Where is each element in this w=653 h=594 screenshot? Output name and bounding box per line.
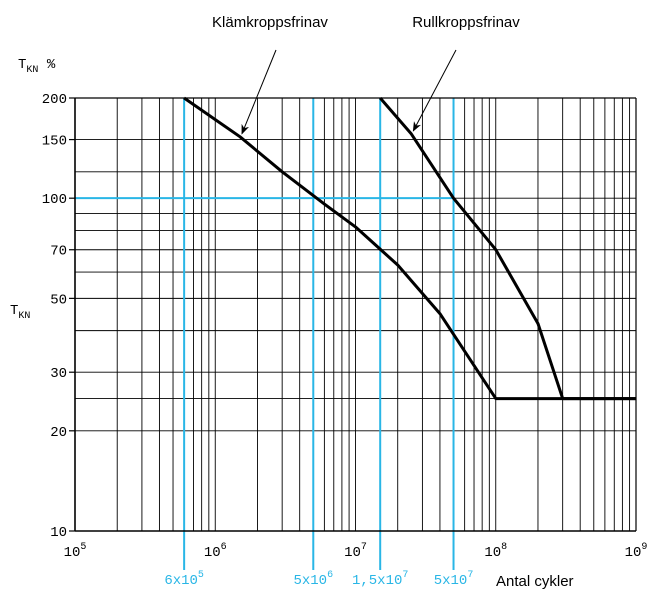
reference-label-exp: 5 xyxy=(198,570,204,581)
reference-label-base: 1,5x10 xyxy=(352,573,402,589)
reference-label-base: 5x10 xyxy=(434,573,468,589)
reference-label: 1,5x107 xyxy=(352,570,408,589)
labels: TKN % TKN Antal cykler xyxy=(10,57,574,590)
reference-label: 6x105 xyxy=(164,570,204,589)
reference-label-exp: 6 xyxy=(327,570,333,581)
series-lines xyxy=(183,96,636,401)
y-tick-label: 10 xyxy=(50,525,67,541)
x-axis-label: Antal cykler xyxy=(496,573,574,590)
x-tick-base: 10 xyxy=(204,545,221,561)
annotations: Klämkroppsfrinav Rullkroppsfrinav xyxy=(212,14,520,135)
reference-label: 5x106 xyxy=(293,570,333,589)
x-tick-label: 109 xyxy=(625,542,648,561)
x-tick-exp: 7 xyxy=(361,542,367,553)
x-tick-label: 105 xyxy=(64,542,87,561)
x-tick-label: 108 xyxy=(484,542,507,561)
annotation-label: Klämkroppsfrinav xyxy=(212,14,328,31)
x-tick-base: 10 xyxy=(625,545,642,561)
y-axis-label-side: TKN xyxy=(10,303,30,322)
reference-label-exp: 7 xyxy=(467,570,473,581)
x-tick-exp: 8 xyxy=(501,542,507,553)
reference-label-exp: 7 xyxy=(402,570,408,581)
x-tick-base: 10 xyxy=(64,545,81,561)
x-tick-label: 107 xyxy=(344,542,367,561)
y-tick-label: 50 xyxy=(50,292,67,308)
grid xyxy=(74,97,636,532)
x-tick-base: 10 xyxy=(484,545,501,561)
x-tick-exp: 5 xyxy=(80,542,86,553)
y-tick-label: 150 xyxy=(42,134,67,150)
reference-label-base: 6x10 xyxy=(164,573,198,589)
y-tick-label: 200 xyxy=(42,92,67,108)
y-tick-label: 70 xyxy=(50,244,67,260)
annotation-arrow xyxy=(241,49,277,135)
x-tick-exp: 6 xyxy=(221,542,227,553)
reference-label-base: 5x10 xyxy=(293,573,327,589)
annotation-label: Rullkroppsfrinav xyxy=(412,14,520,31)
x-tick-exp: 9 xyxy=(641,542,647,553)
y-tick-label: 30 xyxy=(50,366,67,382)
x-tick-label: 106 xyxy=(204,542,227,561)
y-tick-label: 100 xyxy=(42,192,67,208)
reference-label: 5x107 xyxy=(434,570,474,589)
y-axis-label-top: TKN % xyxy=(18,57,56,76)
x-tick-base: 10 xyxy=(344,545,361,561)
series-line-2 xyxy=(379,97,636,401)
y-tick-label: 20 xyxy=(50,425,67,441)
series-line-1 xyxy=(183,96,636,401)
annotation-arrow xyxy=(412,49,457,132)
